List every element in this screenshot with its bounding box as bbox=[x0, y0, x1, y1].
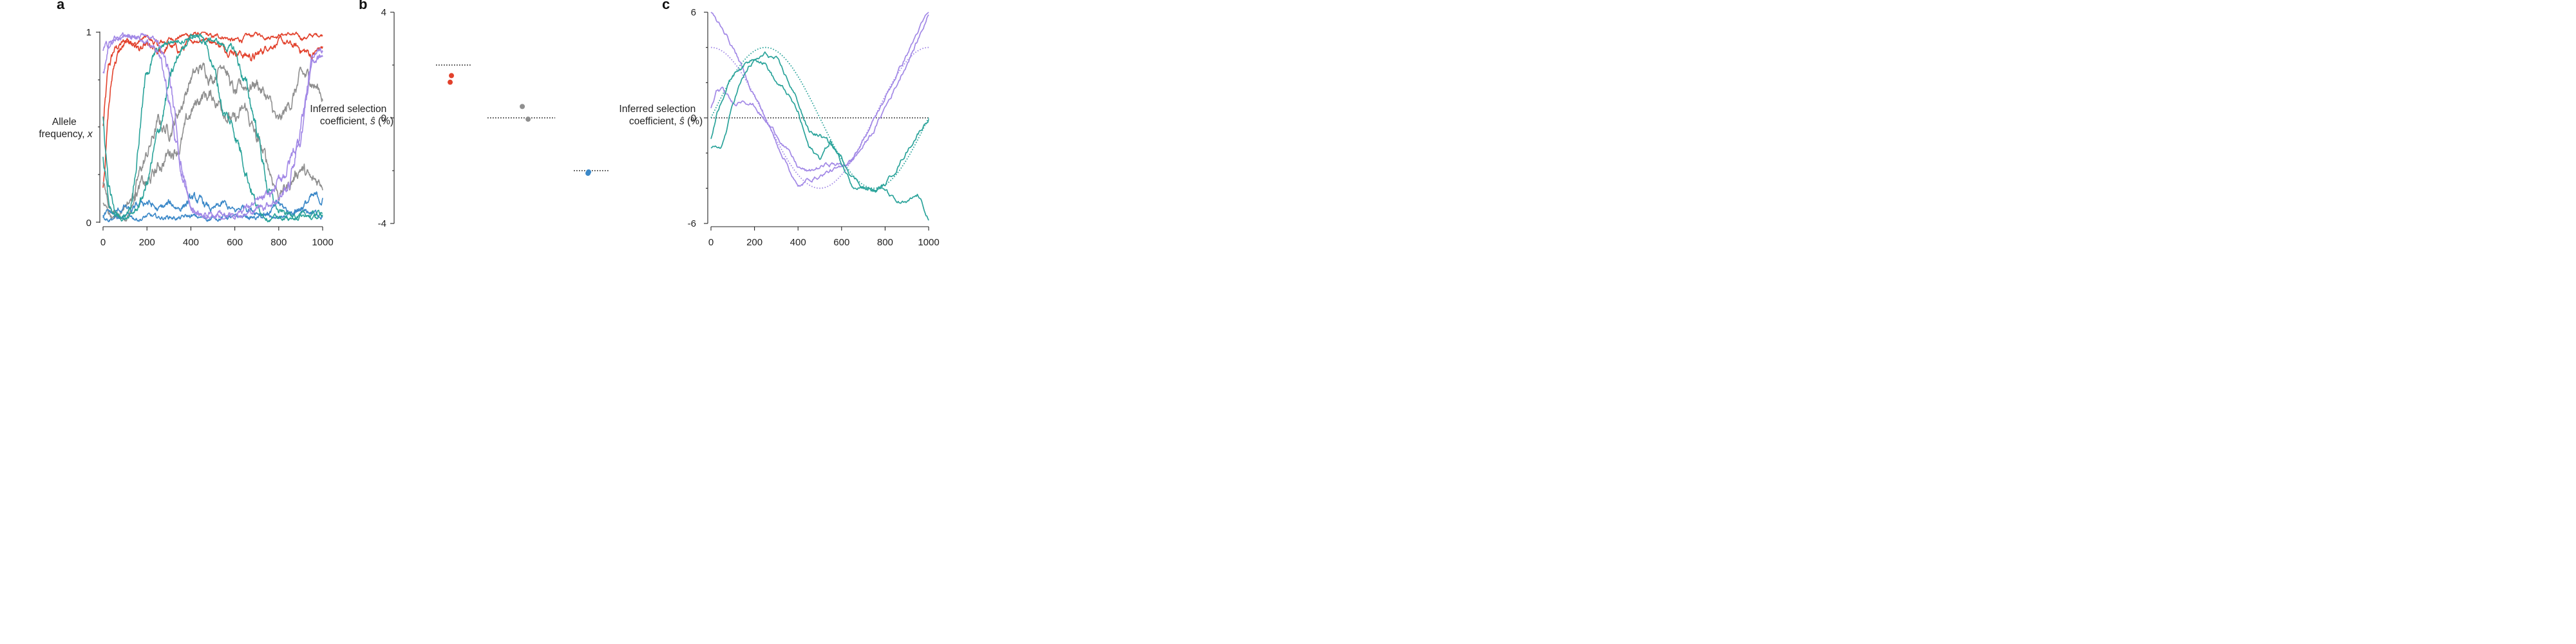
panel-a-ylabel: Allele frequency, x bbox=[39, 117, 93, 140]
panel-c-ytick-label: -6 bbox=[688, 218, 696, 229]
panel-a-xtick-label: 1000 bbox=[312, 237, 333, 248]
panel-c-ylabel-var: ŝ bbox=[679, 116, 685, 127]
panel-b-ytick-label: 0 bbox=[381, 113, 386, 124]
panel-a-series-line bbox=[102, 34, 323, 221]
panel-c-ylabel: Inferred selection coefficient, ŝ (%) bbox=[619, 104, 703, 127]
panel-a-series-line bbox=[102, 32, 323, 220]
panel-a-series-line bbox=[102, 32, 323, 126]
panel-b-ylabel-line1: Inferred selection bbox=[310, 104, 386, 115]
panel-b-plot bbox=[436, 64, 609, 176]
panel-b-ytick-label: 4 bbox=[381, 7, 386, 18]
panel-a-xtick-label: 800 bbox=[270, 237, 287, 248]
panel-a-ylabel-text: frequency, bbox=[39, 129, 88, 140]
panel-b-ylabel-text: coefficient, bbox=[320, 116, 370, 127]
panel-label-c: c bbox=[662, 0, 670, 12]
panel-c-xtick-label: 600 bbox=[833, 237, 849, 248]
panel-a-xtick-label: 600 bbox=[227, 237, 243, 248]
panel-c-ytick-label: 0 bbox=[691, 113, 696, 124]
panel-a-ytick-label-0: 0 bbox=[86, 218, 91, 229]
panel-b-point bbox=[520, 104, 525, 109]
panel-a-ylabel-line1: Allele bbox=[52, 117, 77, 128]
panel-c-ytick-label: 6 bbox=[691, 7, 696, 18]
panel-c-series-line bbox=[710, 12, 929, 187]
panel-c-series-line bbox=[710, 59, 929, 221]
panel-b-point bbox=[585, 171, 591, 176]
panel-c-xtick-label: 1000 bbox=[918, 237, 939, 248]
panel-a-ylabel-line2: frequency, x bbox=[39, 129, 93, 140]
panel-a-ytick-label-1: 1 bbox=[86, 27, 91, 38]
panel-a-xtick-label: 200 bbox=[139, 237, 155, 248]
panel-a-ylabel-var: x bbox=[87, 129, 93, 140]
panel-c-ylabel-line1: Inferred selection bbox=[619, 104, 696, 115]
panel-c-xtick-label: 800 bbox=[877, 237, 893, 248]
panel-c-series-line bbox=[710, 14, 929, 172]
panel-c-true-profile bbox=[711, 46, 929, 189]
panel-c: c 6 0 -6 0 200 400 600 800 1000 Inferred select… bbox=[619, 0, 939, 248]
panel-label-b: b bbox=[359, 0, 367, 12]
panel-b-ylabel-var: ŝ bbox=[370, 116, 375, 127]
panel-a-series-line bbox=[102, 33, 323, 223]
panel-c-ylabel-text: coefficient, bbox=[629, 116, 679, 127]
panel-b-point bbox=[448, 79, 453, 85]
panel-c-ylabel-unit: (%) bbox=[685, 116, 703, 127]
panel-b-ytick-label: -4 bbox=[378, 218, 386, 229]
panel-a-xtick-label: 0 bbox=[100, 237, 106, 248]
panel-a-series-line bbox=[102, 90, 323, 219]
panel-c-true-profile bbox=[710, 46, 929, 189]
panel-b-y-ticks: 4 0 -4 bbox=[378, 7, 394, 229]
panel-a-xtick-label: 400 bbox=[183, 237, 199, 248]
panel-c-xtick-label: 400 bbox=[790, 237, 806, 248]
panel-c-xtick-label: 0 bbox=[708, 237, 714, 248]
panel-c-ylabel-line2: coefficient, ŝ (%) bbox=[629, 116, 703, 127]
panel-b: b 4 0 -4 Inferred selection coefficient, ŝ… bbox=[310, 0, 609, 229]
panel-a-series-line bbox=[102, 62, 323, 222]
panel-c-xtick-label: 200 bbox=[746, 237, 762, 248]
panel-b-ylabel: Inferred selection coefficient, ŝ (%) bbox=[310, 104, 393, 127]
panel-c-y-ticks: 6 0 -6 bbox=[688, 7, 708, 229]
panel-c-series-line bbox=[710, 51, 929, 193]
figure: a 1 0 0 200 400 600 800 1000 Allele frequency… bbox=[39, 0, 939, 248]
panel-b-point bbox=[449, 73, 454, 79]
panel-a-x-ticks: 0 200 400 600 800 1000 bbox=[100, 227, 334, 248]
panel-label-a: a bbox=[57, 0, 65, 12]
panel-b-ylabel-unit: (%) bbox=[375, 116, 393, 127]
panel-b-point bbox=[526, 117, 531, 122]
panel-a-series-line bbox=[102, 33, 323, 220]
panel-a-plot bbox=[102, 32, 323, 223]
panel-a: a 1 0 0 200 400 600 800 1000 Allele frequency… bbox=[39, 0, 333, 248]
panel-c-plot bbox=[710, 12, 929, 221]
panel-a-series-line bbox=[102, 35, 323, 188]
panel-b-ylabel-line2: coefficient, ŝ (%) bbox=[320, 116, 393, 127]
panel-c-x-ticks: 0 200 400 600 800 1000 bbox=[708, 227, 940, 248]
